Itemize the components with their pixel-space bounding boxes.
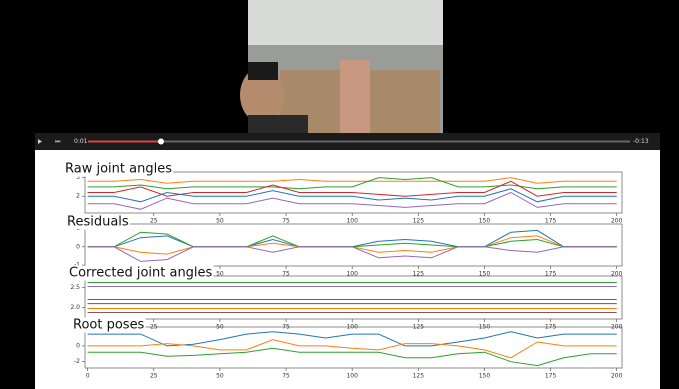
- x-tick-label: 125: [413, 218, 425, 225]
- x-tick-label: 75: [282, 218, 290, 225]
- x-tick-label: 150: [479, 218, 491, 225]
- chart-title: Raw joint angles: [65, 162, 172, 177]
- x-tick-label: 50: [216, 218, 224, 225]
- x-tick-label: 200: [611, 373, 623, 380]
- x-tick-label: 100: [346, 373, 358, 380]
- x-tick-label: 25: [150, 373, 158, 380]
- x-tick-label: 150: [479, 373, 491, 380]
- y-tick-label: 2: [76, 193, 80, 200]
- y-tick-label: 2.5: [70, 284, 80, 291]
- x-tick-label: 175: [545, 373, 557, 380]
- remaining-time: -0:13: [633, 138, 649, 145]
- progress-played: [88, 141, 161, 143]
- x-tick-label: 125: [413, 271, 425, 278]
- x-tick-label: 75: [282, 373, 290, 380]
- y-tick-label: 0: [76, 243, 80, 250]
- video-frame: [240, 0, 443, 133]
- x-tick-label: 200: [611, 218, 623, 225]
- x-tick-label: 175: [545, 271, 557, 278]
- screen: ⏭ 0:01 -0:13 23255075100125150175200Raw …: [0, 0, 679, 389]
- x-tick-label: 125: [413, 373, 425, 380]
- progress-track[interactable]: [88, 141, 630, 143]
- chart-title: Corrected joint angles: [69, 266, 213, 281]
- y-tick-label: -2: [74, 358, 80, 365]
- x-tick-label: 200: [611, 271, 623, 278]
- x-tick-label: 175: [545, 218, 557, 225]
- x-tick-label: 25: [150, 218, 158, 225]
- x-tick-label: 150: [479, 271, 491, 278]
- x-tick-label: 100: [346, 271, 358, 278]
- x-tick-label: 50: [216, 373, 224, 380]
- x-tick-label: 0: [86, 373, 90, 380]
- chart-title: Residuals: [67, 215, 129, 230]
- x-tick-label: 100: [346, 218, 358, 225]
- x-tick-label: 50: [216, 271, 224, 278]
- y-tick-label: 0: [76, 342, 80, 349]
- progress-handle[interactable]: [158, 139, 164, 145]
- x-tick-label: 75: [282, 271, 290, 278]
- skip-button[interactable]: ⏭: [55, 138, 61, 145]
- elapsed-time: 0:01: [74, 138, 88, 145]
- chart-title: Root poses: [73, 318, 145, 333]
- y-tick-label: 2.0: [70, 304, 80, 311]
